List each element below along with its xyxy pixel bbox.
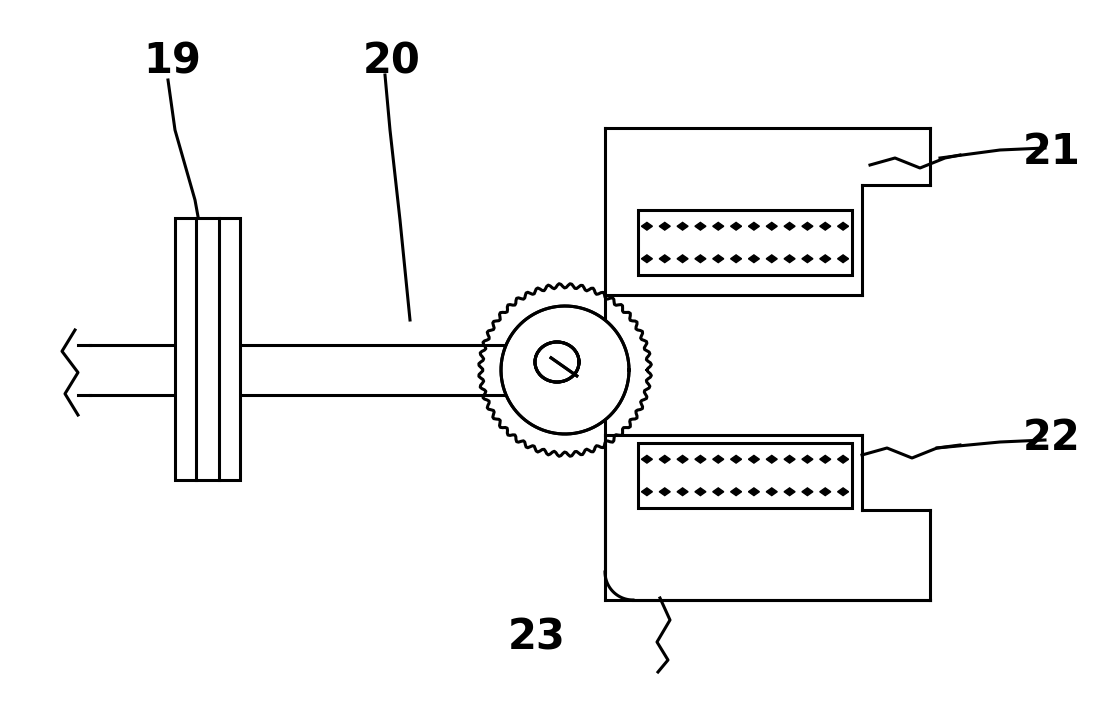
Polygon shape	[731, 222, 742, 230]
Polygon shape	[731, 488, 742, 495]
Polygon shape	[749, 255, 760, 262]
Polygon shape	[677, 222, 688, 230]
Polygon shape	[784, 255, 795, 262]
Polygon shape	[677, 488, 688, 495]
Polygon shape	[641, 488, 653, 495]
Polygon shape	[766, 222, 778, 230]
Polygon shape	[837, 222, 848, 230]
Text: 21: 21	[1023, 131, 1081, 173]
Polygon shape	[712, 222, 723, 230]
Polygon shape	[766, 488, 778, 495]
Polygon shape	[820, 455, 831, 463]
Polygon shape	[695, 222, 706, 230]
Polygon shape	[766, 255, 778, 262]
Polygon shape	[712, 488, 723, 495]
Polygon shape	[749, 455, 760, 463]
Text: 19: 19	[143, 41, 201, 83]
Text: 23: 23	[508, 617, 566, 659]
Polygon shape	[784, 455, 795, 463]
Polygon shape	[837, 455, 848, 463]
Polygon shape	[695, 488, 706, 495]
Polygon shape	[820, 222, 831, 230]
Polygon shape	[695, 455, 706, 463]
Polygon shape	[659, 222, 670, 230]
Bar	[638, 443, 852, 508]
Polygon shape	[641, 455, 653, 463]
Polygon shape	[784, 222, 795, 230]
Polygon shape	[641, 222, 653, 230]
Ellipse shape	[535, 342, 580, 382]
Polygon shape	[749, 222, 760, 230]
Polygon shape	[837, 255, 848, 262]
Polygon shape	[659, 255, 670, 262]
Polygon shape	[802, 222, 813, 230]
Polygon shape	[659, 488, 670, 495]
Polygon shape	[784, 488, 795, 495]
Polygon shape	[659, 455, 670, 463]
Polygon shape	[802, 255, 813, 262]
Polygon shape	[712, 455, 723, 463]
Polygon shape	[837, 488, 848, 495]
Ellipse shape	[535, 342, 580, 382]
Polygon shape	[712, 255, 723, 262]
Polygon shape	[677, 455, 688, 463]
Polygon shape	[766, 455, 778, 463]
Polygon shape	[641, 255, 653, 262]
Polygon shape	[731, 255, 742, 262]
Text: 22: 22	[1023, 417, 1081, 459]
Polygon shape	[802, 455, 813, 463]
Polygon shape	[695, 255, 706, 262]
Polygon shape	[749, 488, 760, 495]
Bar	[638, 210, 852, 275]
Circle shape	[501, 306, 629, 434]
Text: 20: 20	[363, 41, 421, 83]
Polygon shape	[677, 255, 688, 262]
Bar	[175, 218, 240, 480]
Polygon shape	[820, 255, 831, 262]
Polygon shape	[731, 455, 742, 463]
Polygon shape	[802, 488, 813, 495]
Polygon shape	[820, 488, 831, 495]
